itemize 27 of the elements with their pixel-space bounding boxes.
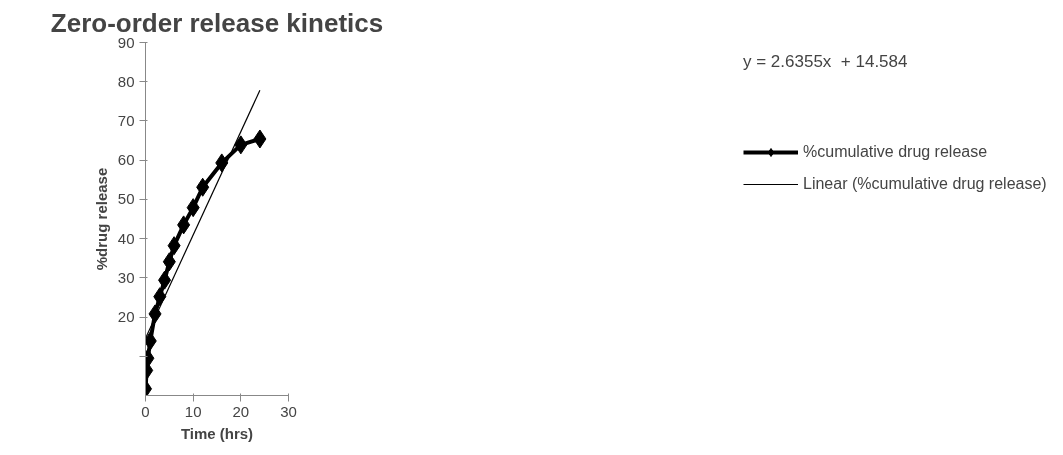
point: [177, 215, 191, 235]
text: y = 2.6355x + 14.584: [743, 52, 909, 72]
point: [153, 287, 167, 307]
point: [234, 135, 248, 155]
point: [167, 236, 181, 256]
point: [158, 270, 172, 290]
point: [186, 198, 200, 218]
x-tick-label: 0: [141, 402, 150, 420]
point: [215, 153, 229, 173]
x-tick-label: 30: [280, 402, 297, 420]
x-tick-label: 10: [184, 402, 202, 420]
legend-label: %cumulative drug release: [803, 143, 989, 161]
legend-label: Linear (%cumulative drug release): [803, 175, 1048, 193]
point: [253, 129, 267, 149]
point: [196, 177, 210, 197]
y-tick-label: 30: [117, 268, 135, 286]
y-tick-label: 70: [117, 111, 135, 129]
y-tick-label: 60: [117, 151, 135, 169]
y-tick-label: 80: [117, 72, 135, 90]
x-axis-title: Time (hrs): [180, 424, 254, 442]
y-tick-label: 40: [117, 229, 135, 247]
y-axis-title: %drug release: [92, 167, 110, 271]
point: [148, 304, 162, 324]
point: [162, 252, 176, 272]
x-tick-label: 20: [232, 402, 250, 420]
y-tick-label: 20: [117, 308, 135, 326]
y-tick-label: 50: [117, 190, 135, 208]
